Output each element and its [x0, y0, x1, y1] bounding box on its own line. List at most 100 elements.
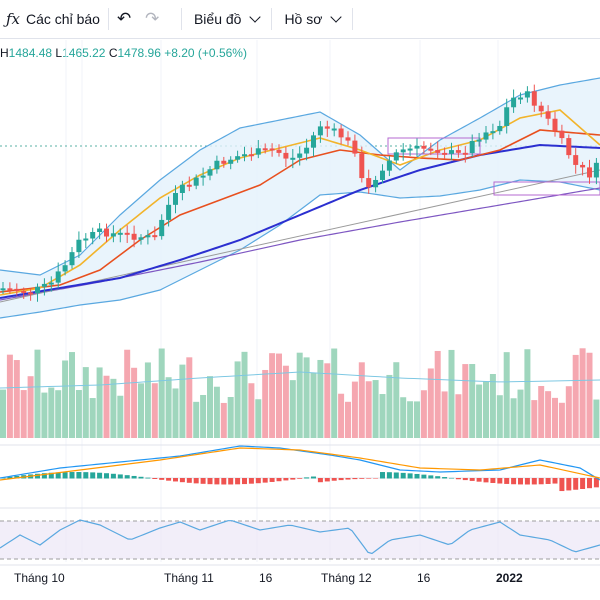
volume-bar: [96, 367, 103, 438]
macd-histogram-bar: [55, 472, 61, 479]
chart-menu-button[interactable]: Biểu đồ: [194, 0, 262, 38]
volume-bar: [434, 350, 441, 438]
volume-bar: [358, 362, 365, 438]
candle-body: [304, 147, 310, 154]
macd-histogram-bar: [173, 478, 178, 482]
macd-histogram-bar: [442, 477, 448, 479]
macd-histogram-bar: [110, 473, 116, 479]
candle-body: [28, 292, 34, 295]
volume-bar: [110, 378, 117, 438]
candle-body: [545, 111, 551, 119]
macd-histogram-bar: [476, 478, 482, 482]
range-box: [493, 181, 600, 196]
candle-body: [504, 107, 510, 126]
volume-bar: [55, 390, 62, 438]
macd-histogram-bar: [435, 476, 441, 479]
candle-body: [90, 232, 96, 239]
candle-body: [455, 150, 461, 153]
volume-bar: [144, 362, 151, 438]
macd-histogram-bar: [138, 476, 144, 479]
volume-bar: [213, 386, 220, 438]
volume-bar: [538, 386, 545, 438]
volume-bar: [317, 359, 324, 438]
profile-menu-button[interactable]: Hồ sơ: [284, 0, 343, 38]
ma-slow-line: [0, 143, 600, 299]
candle-body: [97, 228, 103, 233]
candle-body: [518, 97, 523, 100]
macd-histogram-bar: [131, 475, 137, 479]
range-box: [387, 137, 481, 155]
candle-body: [449, 150, 454, 154]
macd-histogram-bar: [400, 472, 406, 479]
volume-bar: [269, 353, 276, 438]
volume-bar: [248, 383, 255, 438]
candle-body: [407, 148, 413, 151]
volume-ma-line: [0, 371, 600, 389]
volume-bar: [124, 349, 131, 438]
candle-body: [442, 152, 448, 155]
volume-bar: [41, 392, 48, 438]
macd-histogram-bar: [76, 472, 82, 479]
macd-histogram-bar: [359, 478, 365, 479]
macd-histogram-bar: [214, 478, 220, 485]
candle-body: [255, 148, 261, 155]
macd-histogram-bar: [414, 473, 420, 479]
macd-histogram-bar: [255, 478, 261, 484]
candle-body: [566, 138, 572, 156]
candle-body: [179, 184, 185, 194]
volume-bar: [82, 367, 89, 438]
macd-histogram-bar: [83, 472, 89, 479]
low-value: 1465.22: [62, 46, 106, 60]
candle-body: [593, 162, 599, 178]
candle-body: [297, 153, 303, 158]
macd-histogram-bar: [559, 478, 565, 492]
candle-body: [131, 233, 137, 240]
candle-body: [414, 145, 420, 149]
top-toolbar: ƒx Các chỉ báo ↶ ↷ Biểu đồ Hồ sơ: [0, 0, 600, 39]
candle-body: [552, 118, 558, 131]
undo-icon[interactable]: ↶: [116, 9, 132, 28]
toolbar-divider: [107, 8, 109, 30]
candle-body: [373, 179, 379, 188]
macd-histogram-bar: [104, 473, 109, 479]
volume-bar: [441, 391, 448, 438]
macd-histogram-bar: [228, 478, 234, 485]
candle-body: [380, 170, 385, 180]
volume-bar: [6, 354, 13, 438]
volume-bar: [324, 363, 331, 438]
volume-bar: [586, 352, 593, 438]
candle-body: [104, 228, 109, 237]
volume-bar: [200, 394, 207, 438]
macd-histogram-bar: [483, 478, 489, 483]
volume-bar: [158, 348, 165, 438]
candle-body: [400, 149, 406, 153]
volume-bar: [289, 380, 296, 438]
redo-icon[interactable]: ↷: [144, 9, 160, 28]
macd-histogram-bar: [283, 478, 289, 481]
candle-body: [214, 160, 220, 170]
macd-histogram-bar: [373, 478, 379, 479]
candle-body: [338, 128, 344, 138]
volume-bar: [220, 402, 227, 438]
volume-bar: [75, 390, 82, 438]
macd-histogram-bar: [393, 472, 399, 479]
indicators-button[interactable]: ƒx Các chỉ báo: [0, 0, 100, 38]
candle-body: [207, 169, 213, 176]
volume-bar: [545, 391, 552, 438]
volume-bar: [34, 349, 41, 438]
candle-body: [83, 238, 89, 241]
high-prefix: H: [0, 46, 9, 60]
volume-bar: [496, 395, 503, 438]
volume-bar: [276, 353, 282, 438]
macd-histogram-bar: [386, 472, 392, 479]
macd-histogram-bar: [166, 478, 172, 481]
macd-histogram-bar: [269, 478, 275, 482]
candle-body: [117, 232, 123, 235]
macd-histogram-bar: [524, 478, 530, 485]
profile-menu-label: Hồ sơ: [284, 11, 323, 27]
macd-histogram-bar: [531, 478, 537, 485]
macd-histogram-bar: [276, 478, 282, 482]
candle-body: [317, 126, 323, 136]
macd-histogram-bar: [317, 478, 323, 483]
